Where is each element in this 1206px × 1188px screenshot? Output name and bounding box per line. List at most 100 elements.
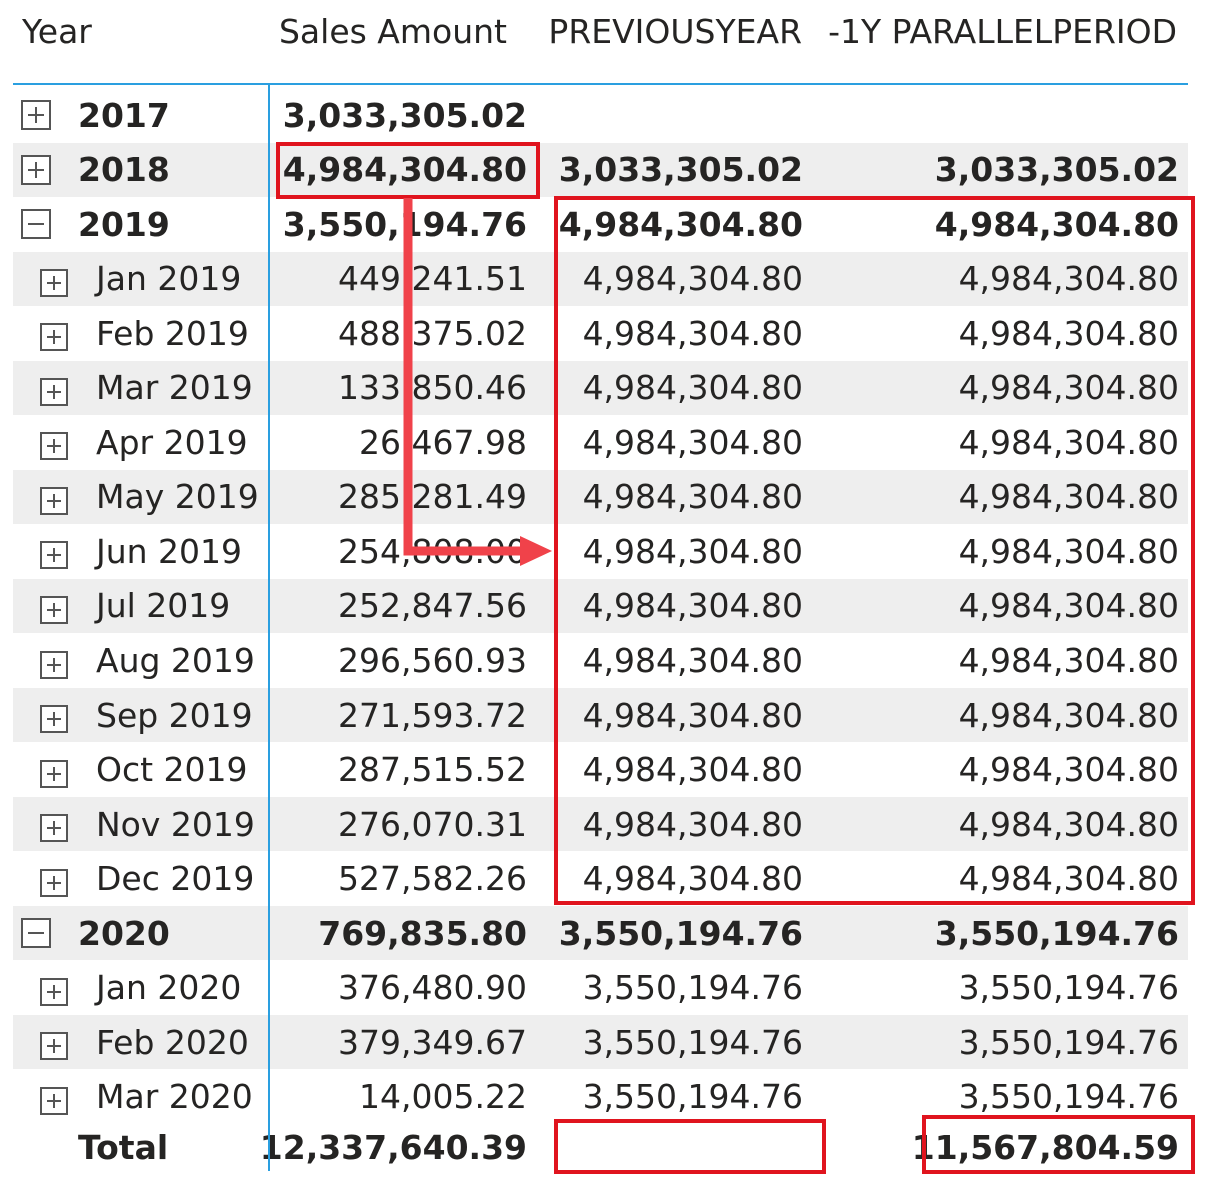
sales-amount-cell: 449,241.51 xyxy=(338,259,527,299)
month-row: Jan 2019 449,241.51 4,984,304.80 4,984,304.… xyxy=(13,251,1188,306)
expand-plus-icon[interactable] xyxy=(21,100,51,130)
row-label: Jun 2019 xyxy=(96,531,243,571)
highlight-box-total-previousyear xyxy=(554,1119,826,1174)
month-row: Feb 2019 488,375.02 4,984,304.80 4,984,304.… xyxy=(13,306,1188,360)
expand-plus-icon[interactable] xyxy=(40,268,68,297)
previousyear-cell: 4,984,304.80 xyxy=(582,313,803,353)
previousyear-cell: 4,984,304.80 xyxy=(582,531,803,571)
row-label: 2017 xyxy=(78,95,170,135)
total-label: Total xyxy=(78,1127,169,1167)
row-label: Jan 2020 xyxy=(96,968,242,1008)
sales-amount-cell: 379,349.67 xyxy=(338,1022,527,1062)
row-label: 2020 xyxy=(78,913,170,953)
year-row: 2020 769,835.80 3,550,194.76 3,550,194.76 xyxy=(13,906,1188,961)
parallelperiod-cell: 3,550,194.76 xyxy=(958,1022,1179,1062)
parallelperiod-cell: 4,984,304.80 xyxy=(958,859,1179,899)
previousyear-cell: 3,550,194.76 xyxy=(582,1077,803,1117)
row-label: May 2019 xyxy=(96,477,259,517)
previousyear-cell: 4,984,304.80 xyxy=(582,586,803,626)
total-parallelperiod: 11,567,804.59 xyxy=(911,1127,1179,1167)
expand-plus-icon[interactable] xyxy=(40,977,68,1006)
month-row: Nov 2019 276,070.31 4,984,304.80 4,984,304.… xyxy=(13,797,1188,852)
highlight-box-total-parallelperiod xyxy=(922,1115,1195,1174)
highlight-box-2019-months xyxy=(554,196,1195,905)
previousyear-cell: 4,984,304.80 xyxy=(582,859,803,899)
month-row: May 2019 285,281.49 4,984,304.80 4,984,304.… xyxy=(13,469,1188,524)
expand-plus-icon[interactable] xyxy=(40,1032,68,1061)
expand-plus-icon[interactable] xyxy=(40,1086,68,1115)
sales-amount-cell: 26,467.98 xyxy=(359,422,527,462)
expand-plus-icon[interactable] xyxy=(40,759,68,788)
expand-plus-icon[interactable] xyxy=(40,432,68,461)
row-header-divider xyxy=(268,85,270,1171)
collapse-minus-icon[interactable] xyxy=(21,209,51,240)
total-row: Total 12,337,640.39 11,567,804.59 xyxy=(13,1122,1188,1172)
row-label: 2018 xyxy=(78,150,170,190)
expand-plus-icon[interactable] xyxy=(40,705,68,734)
sales-amount-cell: 376,480.90 xyxy=(338,968,527,1008)
previousyear-cell: 3,033,305.02 xyxy=(558,150,803,190)
previousyear-cell: 4,984,304.80 xyxy=(582,259,803,299)
sales-amount-cell: 271,593.72 xyxy=(338,695,527,735)
parallelperiod-cell: 4,984,304.80 xyxy=(958,477,1179,517)
expand-plus-icon[interactable] xyxy=(21,154,51,185)
sales-amount-cell: 296,560.93 xyxy=(338,641,527,680)
year-row: 2018 4,984,304.80 3,033,305.02 3,033,305.02 xyxy=(13,142,1188,197)
expand-plus-icon[interactable] xyxy=(40,377,68,406)
sales-amount-cell: 252,847.56 xyxy=(338,586,527,626)
month-row: Jul 2019 252,847.56 4,984,304.80 4,984,304.… xyxy=(13,578,1188,633)
previousyear-cell: 4,984,304.80 xyxy=(582,804,803,844)
parallelperiod-cell: 4,984,304.80 xyxy=(958,804,1179,844)
year-row: 2017 3,033,305.02 xyxy=(13,88,1188,142)
row-label: Mar 2020 xyxy=(96,1077,253,1117)
previousyear-cell: 4,984,304.80 xyxy=(558,204,803,244)
previousyear-cell: 3,550,194.76 xyxy=(582,1022,803,1062)
row-label: Mar 2019 xyxy=(96,368,253,408)
header-parallelperiod[interactable]: -1Y PARALLELPERIOD xyxy=(828,12,1177,51)
month-row: Dec 2019 527,582.26 4,984,304.80 4,984,304.… xyxy=(13,852,1188,906)
expand-plus-icon[interactable] xyxy=(40,868,68,897)
parallelperiod-cell: 3,550,194.76 xyxy=(958,1077,1179,1117)
previousyear-cell: 4,984,304.80 xyxy=(582,695,803,735)
parallelperiod-cell: 4,984,304.80 xyxy=(958,586,1179,626)
row-label: Dec 2019 xyxy=(96,859,255,899)
parallelperiod-cell: 4,984,304.80 xyxy=(958,750,1179,790)
expand-plus-icon[interactable] xyxy=(40,486,68,515)
expand-plus-icon[interactable] xyxy=(40,814,68,843)
row-label: Feb 2019 xyxy=(96,313,249,353)
parallelperiod-cell: 4,984,304.80 xyxy=(958,313,1179,353)
header-previousyear[interactable]: PREVIOUSYEAR xyxy=(548,12,802,51)
month-row: Mar 2019 133,850.46 4,984,304.80 4,984,304.… xyxy=(13,360,1188,415)
sales-amount-cell: 488,375.02 xyxy=(338,313,527,353)
month-row: Sep 2019 271,593.72 4,984,304.80 4,984,304.… xyxy=(13,688,1188,743)
previousyear-cell: 4,984,304.80 xyxy=(582,641,803,680)
header-year[interactable]: Year xyxy=(22,12,92,51)
parallelperiod-cell: 4,984,304.80 xyxy=(958,422,1179,462)
header-sales-amount[interactable]: Sales Amount xyxy=(278,12,507,51)
highlight-box-2018-sales xyxy=(276,142,540,199)
header-divider xyxy=(13,83,1188,85)
parallelperiod-cell: 3,550,194.76 xyxy=(958,968,1179,1008)
row-label: 2019 xyxy=(78,204,170,244)
parallelperiod-cell: 4,984,304.80 xyxy=(934,204,1179,244)
parallelperiod-cell: 4,984,304.80 xyxy=(958,695,1179,735)
row-label: Feb 2020 xyxy=(96,1022,249,1062)
month-row: Apr 2019 26,467.98 4,984,304.80 4,984,304.8… xyxy=(13,415,1188,469)
sales-amount-cell: 276,070.31 xyxy=(338,804,527,844)
expand-plus-icon[interactable] xyxy=(40,541,68,570)
row-label: Apr 2019 xyxy=(96,422,248,462)
collapse-minus-icon[interactable] xyxy=(21,918,51,949)
month-row: Mar 2020 14,005.22 3,550,194.76 3,550,194.7… xyxy=(13,1070,1188,1124)
sales-amount-cell: 769,835.80 xyxy=(318,913,527,953)
month-row: Aug 2019 296,560.93 4,984,304.80 4,984,304.… xyxy=(13,634,1188,688)
previousyear-cell: 4,984,304.80 xyxy=(582,750,803,790)
total-sales-amount: 12,337,640.39 xyxy=(259,1127,527,1167)
expand-plus-icon[interactable] xyxy=(40,650,68,679)
sales-amount-cell: 4,984,304.80 xyxy=(282,150,527,190)
expand-plus-icon[interactable] xyxy=(40,595,68,624)
expand-plus-icon[interactable] xyxy=(40,323,68,352)
sales-amount-cell: 287,515.52 xyxy=(338,750,527,790)
row-label: Jan 2019 xyxy=(96,259,242,299)
